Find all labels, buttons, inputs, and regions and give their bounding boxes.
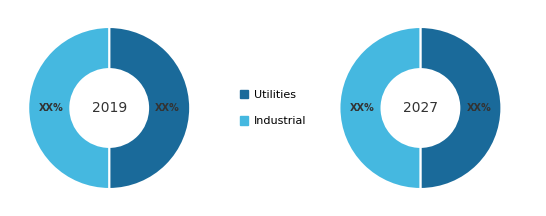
Wedge shape [420, 27, 501, 189]
Text: XX%: XX% [350, 103, 375, 113]
Wedge shape [340, 27, 420, 189]
Text: 2019: 2019 [92, 101, 127, 115]
Wedge shape [109, 27, 190, 189]
Wedge shape [28, 27, 109, 189]
Text: XX%: XX% [466, 103, 491, 113]
Legend: Utilities, Industrial: Utilities, Industrial [240, 90, 306, 126]
Text: XX%: XX% [39, 103, 63, 113]
Text: 2027: 2027 [403, 101, 438, 115]
Text: XX%: XX% [155, 103, 180, 113]
